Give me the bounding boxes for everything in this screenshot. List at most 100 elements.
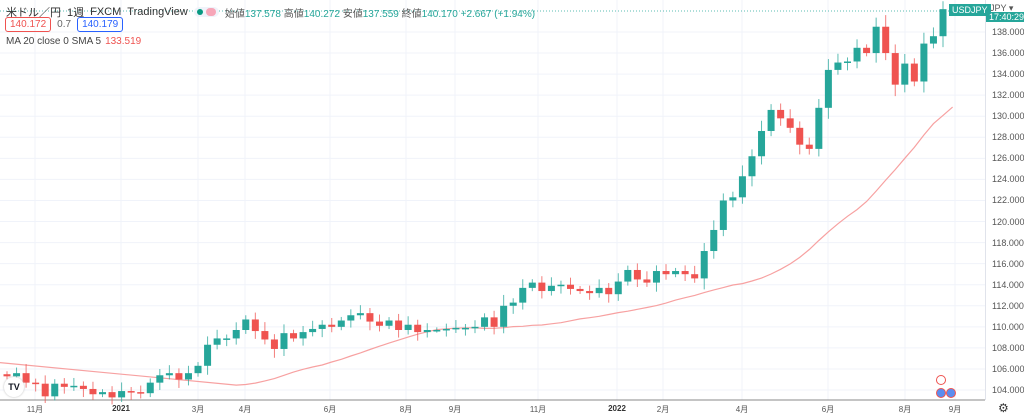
- price-tick: 122.000: [992, 195, 1024, 206]
- candle: [824, 59, 832, 119]
- candle-body: [672, 271, 680, 275]
- candle: [786, 109, 794, 133]
- candle: [213, 329, 221, 350]
- ma-value: 133.519: [105, 36, 142, 47]
- candle-body: [633, 269, 641, 280]
- candle: [299, 325, 307, 346]
- candle: [567, 277, 575, 295]
- candle-body: [777, 109, 785, 119]
- candle-body: [165, 373, 173, 376]
- candle: [471, 320, 479, 334]
- candle-body: [738, 176, 746, 198]
- candle-body: [60, 383, 68, 387]
- time-tick: 4月: [238, 405, 252, 414]
- candle: [242, 315, 250, 334]
- settings-gear-icon[interactable]: ⚙: [998, 401, 1009, 415]
- time-tick: 8月: [898, 405, 912, 414]
- candle-body: [614, 281, 622, 295]
- sell-price-button[interactable]: 140.172: [5, 17, 52, 32]
- candle: [318, 320, 326, 338]
- exchange: FXCM: [90, 6, 122, 18]
- candle: [261, 322, 269, 345]
- candle: [519, 279, 527, 310]
- candle-body: [920, 43, 928, 82]
- time-tick: 6月: [323, 405, 337, 414]
- candle-body: [137, 392, 145, 394]
- candle: [863, 44, 871, 57]
- candle-body: [910, 63, 918, 82]
- candle: [99, 389, 107, 398]
- candle: [328, 317, 336, 333]
- candle: [175, 368, 183, 388]
- price-tick: 108.000: [992, 342, 1024, 353]
- candle-body: [471, 326, 479, 329]
- candle: [748, 149, 756, 187]
- price-tick: 132.000: [992, 90, 1024, 101]
- spread: 0.7: [57, 19, 72, 30]
- candle: [662, 264, 670, 280]
- source: TradingView: [127, 6, 188, 18]
- candle: [557, 280, 565, 294]
- candle: [843, 57, 851, 71]
- candle-body: [891, 53, 899, 85]
- candle-body: [32, 382, 40, 385]
- ma-indicator-legend[interactable]: MA 20 close 0 SMA 5 133.519: [6, 36, 141, 47]
- candle: [853, 39, 861, 69]
- candle: [719, 193, 727, 237]
- candle: [404, 316, 412, 335]
- candle: [433, 327, 441, 333]
- candle-body: [500, 305, 508, 327]
- candle: [280, 324, 288, 357]
- candle: [882, 15, 890, 61]
- candle-body: [595, 287, 603, 294]
- flag-event-icon[interactable]: [936, 388, 946, 398]
- price-tick: 112.000: [992, 300, 1024, 311]
- currency-selector[interactable]: JPY ▾: [990, 3, 1014, 13]
- candle: [729, 191, 737, 208]
- candle-body: [414, 324, 422, 333]
- candle-body: [433, 329, 441, 332]
- time-tick: 2月: [656, 405, 670, 414]
- candle-body: [404, 324, 412, 330]
- price-tick: 106.000: [992, 363, 1024, 374]
- candle-body: [605, 287, 613, 295]
- candle-body: [22, 373, 30, 383]
- tradingview-logo[interactable]: TV: [4, 377, 24, 397]
- price-axis[interactable]: [985, 0, 1024, 400]
- candle-body: [251, 319, 259, 332]
- buy-price-button[interactable]: 140.179: [77, 17, 124, 32]
- ohlc-values: 始値137.578 高値140.272 安値137.559 終値140.170 …: [224, 8, 536, 20]
- candle: [137, 385, 145, 399]
- candle: [89, 381, 97, 401]
- candle-body: [79, 385, 87, 389]
- market-status[interactable]: [193, 7, 219, 17]
- candle: [270, 334, 278, 358]
- candle: [184, 365, 192, 386]
- price-tick: 126.000: [992, 153, 1024, 164]
- candle-body: [156, 375, 164, 383]
- flag-event-icon[interactable]: [946, 388, 956, 398]
- candle-body: [748, 156, 756, 177]
- candle-body: [853, 47, 861, 62]
- event-marker-icon[interactable]: [936, 375, 946, 385]
- candle: [929, 27, 937, 49]
- symbol-name[interactable]: 米ドル／円: [6, 7, 61, 19]
- candle-body: [729, 197, 737, 201]
- candle-body: [691, 274, 699, 279]
- candle: [3, 371, 11, 380]
- candle: [490, 310, 498, 335]
- candle-body: [194, 365, 202, 374]
- candle-body: [901, 63, 909, 85]
- price-tick: 130.000: [992, 111, 1024, 122]
- candle: [194, 362, 202, 377]
- candle-body: [557, 284, 565, 287]
- candle-body: [624, 269, 632, 282]
- time-tick: 2021: [112, 404, 130, 413]
- candle-body: [576, 288, 584, 292]
- candle: [156, 369, 164, 390]
- candle: [738, 165, 746, 204]
- candle: [223, 334, 231, 347]
- interval[interactable]: 1週: [67, 7, 85, 19]
- candle-body: [395, 320, 403, 330]
